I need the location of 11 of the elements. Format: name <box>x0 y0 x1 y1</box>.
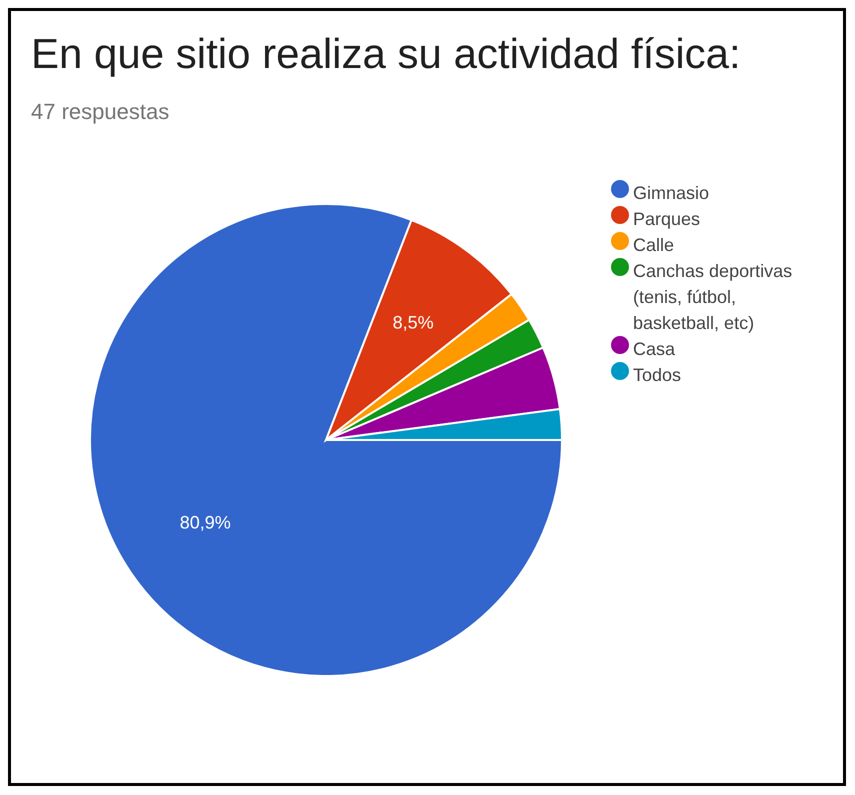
chart-subtitle: 47 respuestas <box>30 98 170 125</box>
data-label: 8,5% <box>392 312 434 332</box>
pie-slice <box>89 203 563 675</box>
legend-label: Canchas deportivas (tenis, fútbol, basketball, etc) <box>633 260 794 335</box>
legend-label: Parques <box>633 208 702 231</box>
legend-label: Calle <box>633 234 676 257</box>
legend-label: Gimnasio <box>633 182 710 205</box>
chart-title: En que sitio realiza su actividad física: <box>30 29 742 79</box>
legend-label: Casa <box>633 338 676 361</box>
data-label: 80,9% <box>180 512 231 533</box>
legend-label: Todos <box>633 364 682 387</box>
